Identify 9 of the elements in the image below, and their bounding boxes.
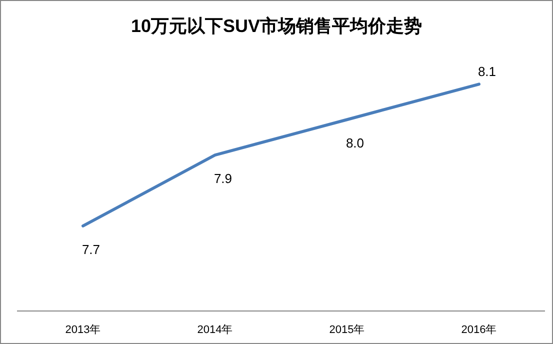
x-tick-label: 2015年 bbox=[329, 324, 365, 336]
x-tick-label: 2014年 bbox=[197, 324, 233, 336]
data-label: 8.1 bbox=[478, 64, 496, 80]
data-label: 8.0 bbox=[346, 136, 364, 151]
data-label: 7.7 bbox=[82, 242, 100, 257]
chart-title: 10万元以下SUV市场销售平均价走势 bbox=[130, 16, 422, 36]
x-tick-label: 2013年 bbox=[65, 324, 101, 336]
x-tick-label: 2016年 bbox=[461, 324, 497, 336]
data-label: 7.9 bbox=[214, 171, 232, 186]
